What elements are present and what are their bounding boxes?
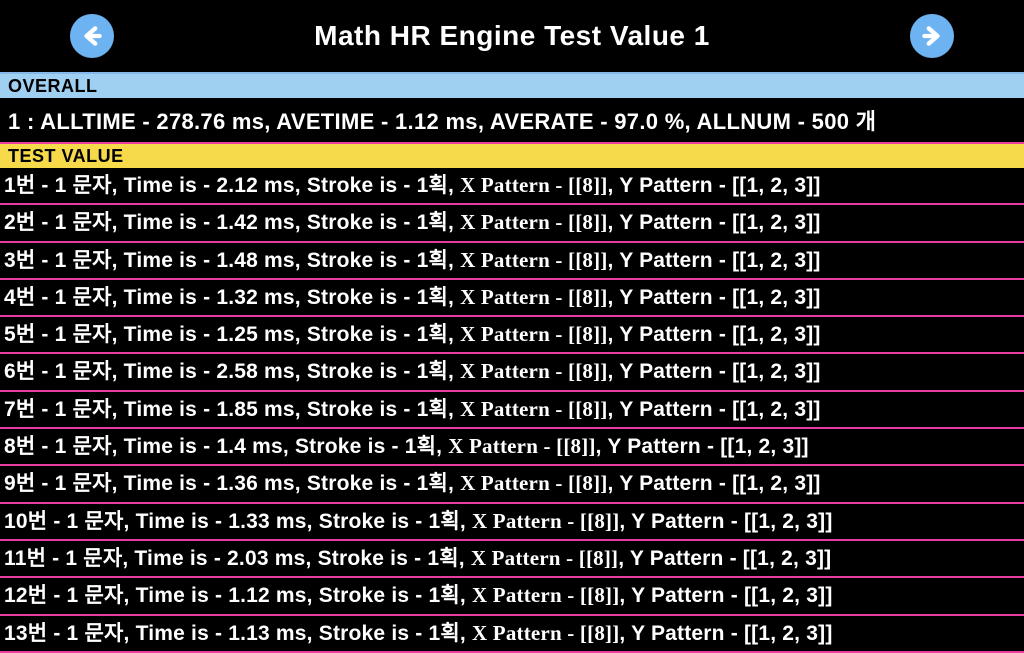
test-value-row: 4번 - 1 문자, Time is - 1.32 ms, Stroke is …	[0, 280, 1024, 317]
test-value-row: 10번 - 1 문자, Time is - 1.33 ms, Stroke is…	[0, 504, 1024, 541]
arrow-left-icon	[79, 23, 105, 49]
test-value-row: 8번 - 1 문자, Time is - 1.4 ms, Stroke is -…	[0, 429, 1024, 466]
test-value-row: 9번 - 1 문자, Time is - 1.36 ms, Stroke is …	[0, 466, 1024, 503]
header-bar: Math HR Engine Test Value 1	[0, 0, 1024, 74]
next-button[interactable]	[910, 14, 954, 58]
test-value-row: 6번 - 1 문자, Time is - 2.58 ms, Stroke is …	[0, 354, 1024, 391]
test-value-row: 13번 - 1 문자, Time is - 1.13 ms, Stroke is…	[0, 616, 1024, 653]
test-value-label: TEST VALUE	[8, 146, 124, 167]
test-value-row: 11번 - 1 문자, Time is - 2.03 ms, Stroke is…	[0, 541, 1024, 578]
arrow-right-icon	[919, 23, 945, 49]
overall-summary-row: 1 : ALLTIME - 278.76 ms, AVETIME - 1.12 …	[0, 98, 1024, 144]
test-value-row: 7번 - 1 문자, Time is - 1.85 ms, Stroke is …	[0, 392, 1024, 429]
test-value-row: 2번 - 1 문자, Time is - 1.42 ms, Stroke is …	[0, 205, 1024, 242]
prev-button[interactable]	[70, 14, 114, 58]
test-value-section-header: TEST VALUE	[0, 144, 1024, 168]
overall-section-header: OVERALL	[0, 74, 1024, 98]
test-value-row: 12번 - 1 문자, Time is - 1.12 ms, Stroke is…	[0, 578, 1024, 615]
test-value-row: 5번 - 1 문자, Time is - 1.25 ms, Stroke is …	[0, 317, 1024, 354]
page-title: Math HR Engine Test Value 1	[314, 20, 710, 52]
test-value-list: 1번 - 1 문자, Time is - 2.12 ms, Stroke is …	[0, 168, 1024, 653]
test-value-row: 1번 - 1 문자, Time is - 2.12 ms, Stroke is …	[0, 168, 1024, 205]
test-value-row: 3번 - 1 문자, Time is - 1.48 ms, Stroke is …	[0, 243, 1024, 280]
overall-label: OVERALL	[8, 76, 98, 97]
